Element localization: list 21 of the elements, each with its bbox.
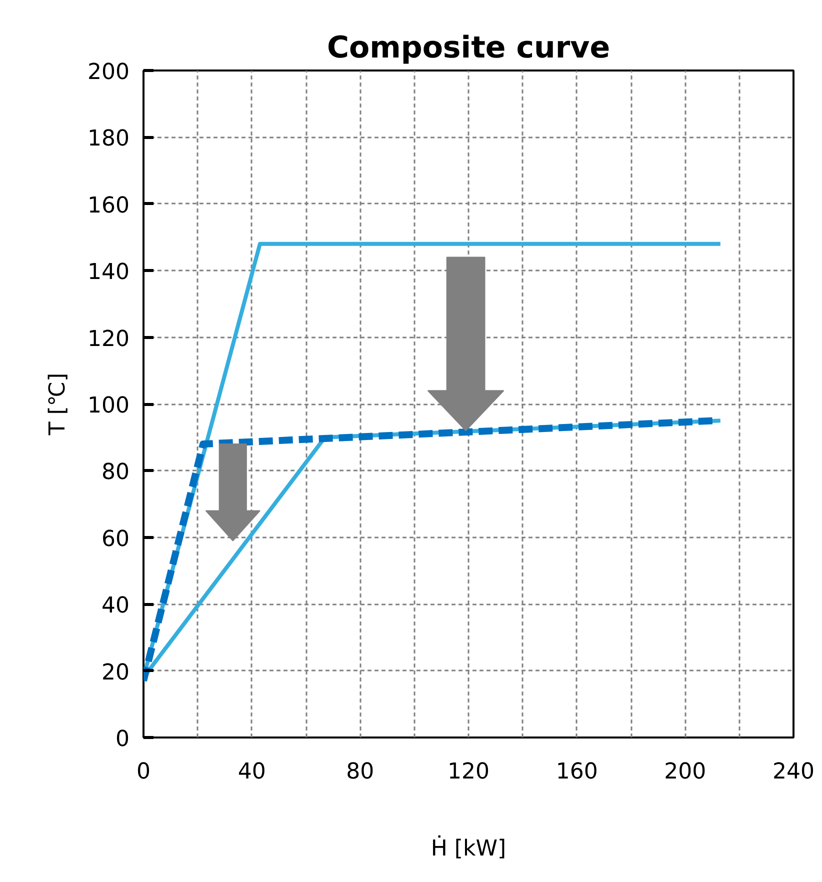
y-tick-label: 180 xyxy=(88,126,130,152)
y-tick-label: 0 xyxy=(116,727,130,752)
y-tick-label: 120 xyxy=(88,326,130,352)
x-tick-label: 0 xyxy=(136,760,150,784)
x-tick-label: 80 xyxy=(346,760,374,784)
y-tick-label: 100 xyxy=(88,394,130,418)
y-tick-label: 40 xyxy=(102,594,130,619)
chart-title: Composite curve xyxy=(326,30,610,66)
x-tick-label: 160 xyxy=(556,760,598,784)
y-tick-label: 60 xyxy=(102,526,130,552)
x-tick-label: 120 xyxy=(448,760,490,784)
x-axis-title: Ḣ [kW] xyxy=(430,834,506,862)
x-tick-label: 240 xyxy=(772,760,815,784)
x-tick-label: 40 xyxy=(238,760,266,784)
y-axis-title: T [℃] xyxy=(46,372,71,436)
y-tick-label: 140 xyxy=(88,260,130,286)
y-tick-label: 200 xyxy=(88,60,130,85)
y-tick-label: 20 xyxy=(102,660,130,686)
x-tick-label: 200 xyxy=(664,760,706,784)
y-tick-label: 160 xyxy=(88,193,130,218)
y-tick-label: 80 xyxy=(102,460,130,486)
